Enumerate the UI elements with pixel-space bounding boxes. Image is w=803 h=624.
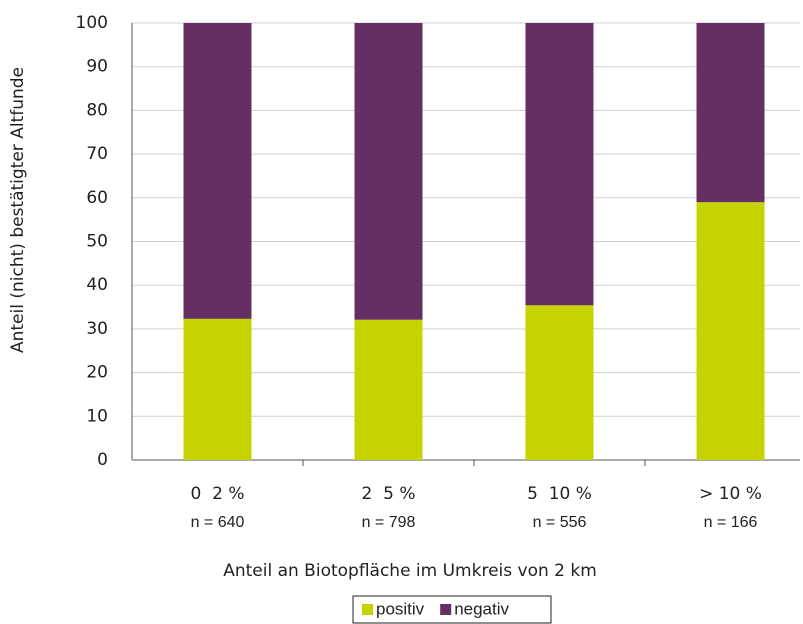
legend-box — [352, 595, 552, 624]
y-tick-label: 100 — [76, 13, 108, 33]
y-tick-label: 70 — [86, 144, 108, 164]
y-tick-label: 20 — [86, 363, 108, 383]
n-label: n = 640 — [191, 514, 245, 531]
bar-segment — [354, 23, 423, 320]
y-tick-label: 90 — [86, 57, 108, 77]
bar-segment — [354, 319, 423, 460]
y-axis-label: Anteil (nicht) bestätigter Altfunde — [8, 67, 28, 353]
n-label: n = 166 — [704, 514, 758, 531]
x-tick-label: 2 5 % — [362, 484, 416, 504]
y-tick-label: 80 — [86, 100, 108, 120]
y-tick-label: 10 — [86, 406, 108, 426]
x-tick-label: > 10 % — [699, 484, 762, 504]
bar-segment — [696, 202, 765, 461]
y-tick-label: 60 — [86, 188, 108, 208]
y-tick-label: 40 — [86, 275, 108, 295]
bar-segment — [525, 305, 594, 460]
legend-swatch — [440, 604, 452, 615]
n-label: n = 798 — [362, 514, 416, 531]
x-tick-label: 0 2 % — [191, 484, 245, 504]
n-label: n = 556 — [533, 514, 587, 531]
bar-segment — [183, 23, 252, 319]
bar-segment — [696, 23, 765, 203]
legend-label: positiv — [376, 599, 425, 618]
y-tick-label: 50 — [86, 232, 108, 252]
x-axis-label: Anteil an Biotopfläche im Umkreis von 2 … — [223, 561, 597, 581]
x-tick-label: 5 10 % — [527, 484, 592, 504]
y-tick-label: 0 — [97, 450, 108, 470]
y-tick-label: 30 — [86, 319, 108, 339]
legend-label: negativ — [454, 599, 509, 618]
legend-swatch — [362, 604, 373, 615]
bar-segment — [525, 23, 594, 306]
bar-segment — [183, 318, 252, 460]
